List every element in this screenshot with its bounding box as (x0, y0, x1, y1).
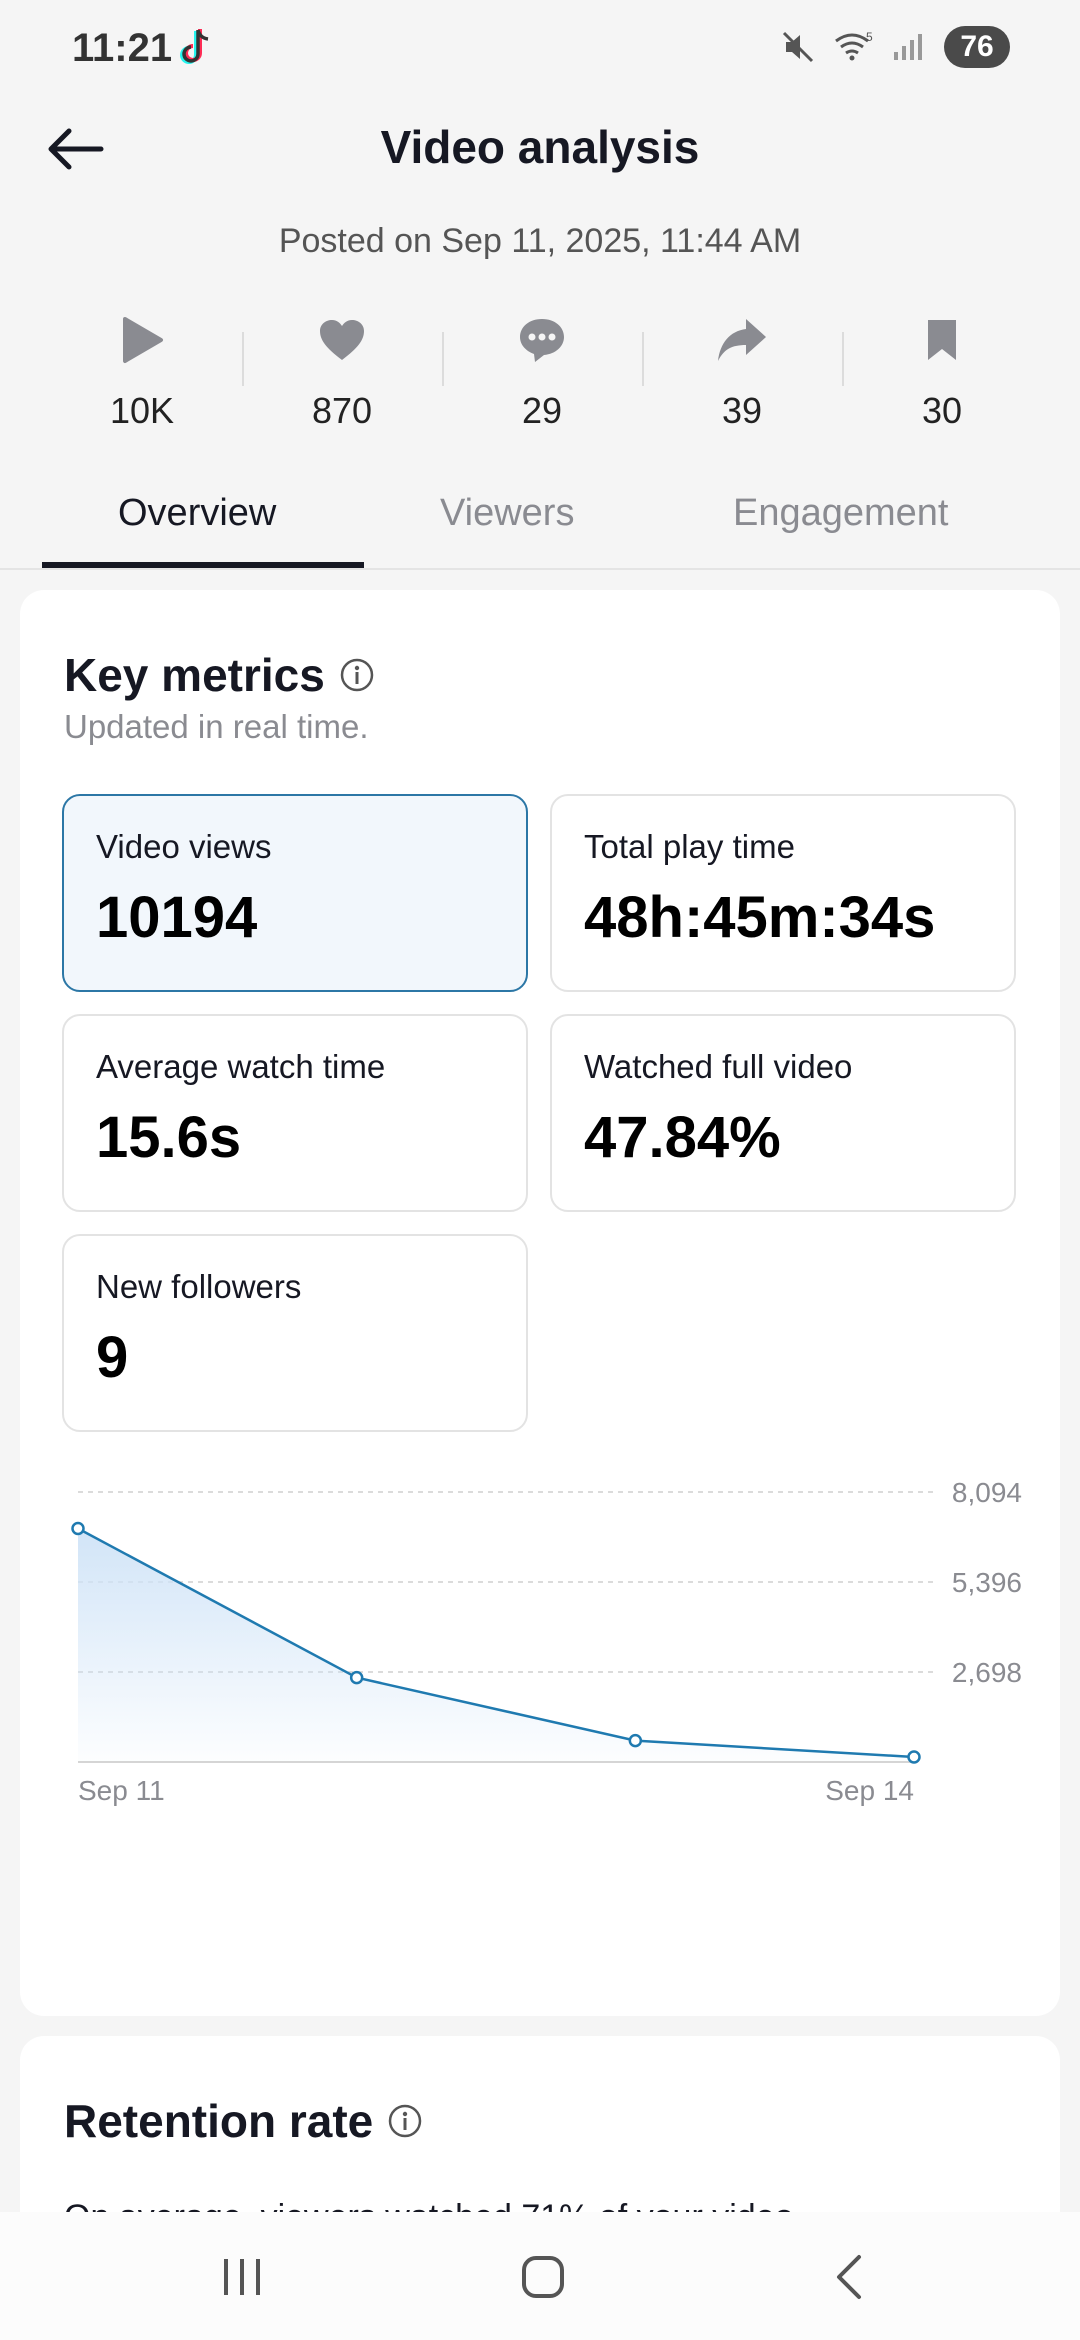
chart-data-point (349, 1670, 364, 1685)
metric-value: 9 (96, 1325, 129, 1390)
stat-value: 29 (521, 390, 563, 431)
signal-icon (894, 34, 922, 60)
status-time: 11:21 (72, 26, 173, 70)
chart-series-line (77, 1527, 915, 1759)
retention-title: Retention rate (64, 2095, 374, 2147)
stat-value: 39 (721, 390, 763, 431)
metric-label: Average watch time (96, 1048, 386, 1085)
x-tick-label: Sep 14 (825, 1775, 914, 1806)
system-nav-bar (0, 2212, 1080, 2340)
heart-icon (320, 320, 364, 360)
stat-saves: 30 (842, 306, 1042, 436)
metric-label: New followers (96, 1268, 302, 1305)
play-icon (123, 317, 163, 363)
chart-data-point (628, 1733, 643, 1748)
stat-value: 10K (109, 390, 175, 431)
recent-apps-icon (224, 2259, 260, 2295)
stat-likes: 870 (242, 306, 442, 436)
chart-data-point (907, 1750, 921, 1764)
status-bar: 11:21 5 76 (0, 0, 1080, 96)
metric-label: Video views (96, 828, 272, 865)
stat-views: 10K (42, 306, 242, 436)
y-tick-label: 5,396 (952, 1567, 1022, 1598)
metric-total-play-time[interactable]: Total play time 48h:45m:34s (550, 794, 1016, 992)
x-tick-label: Sep 11 (78, 1775, 165, 1806)
info-icon[interactable] (387, 2103, 423, 2139)
metric-value: 48h:45m:34s (584, 885, 936, 950)
posted-date: Posted on Sep 11, 2025, 11:44 AM (278, 222, 802, 260)
tab-engagement[interactable]: Engagement (733, 492, 949, 534)
page-title: Video analysis (380, 121, 700, 173)
metric-average-watch-time[interactable]: Average watch time 15.6s (62, 1014, 528, 1212)
metric-video-views[interactable]: Video views 10194 (62, 794, 528, 992)
metric-value: 47.84% (584, 1105, 781, 1170)
metric-value: 15.6s (96, 1105, 242, 1170)
home-icon (522, 2256, 564, 2298)
metric-watched-full-video[interactable]: Watched full video 47.84% (550, 1014, 1016, 1212)
stat-value: 870 (311, 390, 373, 431)
wifi-icon: 5 (835, 31, 873, 61)
mute-icon (782, 31, 814, 63)
chart-area-fill (78, 1528, 914, 1762)
metric-label: Watched full video (584, 1048, 853, 1085)
recent-apps-button[interactable] (202, 2242, 282, 2312)
y-tick-label: 2,698 (952, 1657, 1022, 1688)
stat-shares: 39 (642, 306, 842, 436)
key-metrics-card: Key metrics Updated in real time. Video … (20, 590, 1060, 2016)
svg-text:5: 5 (866, 31, 873, 44)
status-icons: 5 76 (780, 26, 1010, 68)
chevron-left-icon (837, 2255, 861, 2299)
arrow-left-icon (48, 128, 104, 170)
comment-icon (520, 319, 564, 362)
stat-value: 30 (921, 390, 963, 431)
info-icon[interactable] (339, 657, 375, 693)
key-metrics-heading: Key metrics (64, 648, 375, 702)
retention-heading: Retention rate (64, 2094, 423, 2148)
active-tab-indicator (42, 562, 364, 568)
key-metrics-subtitle: Updated in real time. (64, 708, 369, 745)
video-views-chart: 2,698 5,396 8,094 Sep 11 Sep 14 (71, 1477, 1022, 1806)
back-nav-button[interactable] (808, 2242, 888, 2312)
battery-indicator: 76 (944, 26, 1010, 68)
bookmark-icon (928, 320, 956, 360)
chart-data-point (71, 1521, 85, 1536)
header: Video analysis (0, 96, 1080, 206)
metric-label: Total play time (584, 828, 795, 865)
back-button[interactable] (40, 114, 110, 184)
y-tick-label: 8,094 (952, 1477, 1022, 1508)
home-button[interactable] (503, 2242, 583, 2312)
tab-overview[interactable]: Overview (118, 492, 277, 534)
tiktok-icon (180, 29, 209, 64)
metric-new-followers[interactable]: New followers 9 (62, 1234, 528, 1432)
share-icon (718, 319, 766, 361)
stat-comments: 29 (442, 306, 642, 436)
tab-bar: Overview Viewers Engagement (0, 478, 1080, 570)
video-stats: 10K 870 29 39 30 (42, 306, 1042, 436)
tab-viewers[interactable]: Viewers (440, 492, 575, 534)
metric-value: 10194 (96, 885, 258, 950)
key-metrics-title: Key metrics (64, 649, 325, 701)
